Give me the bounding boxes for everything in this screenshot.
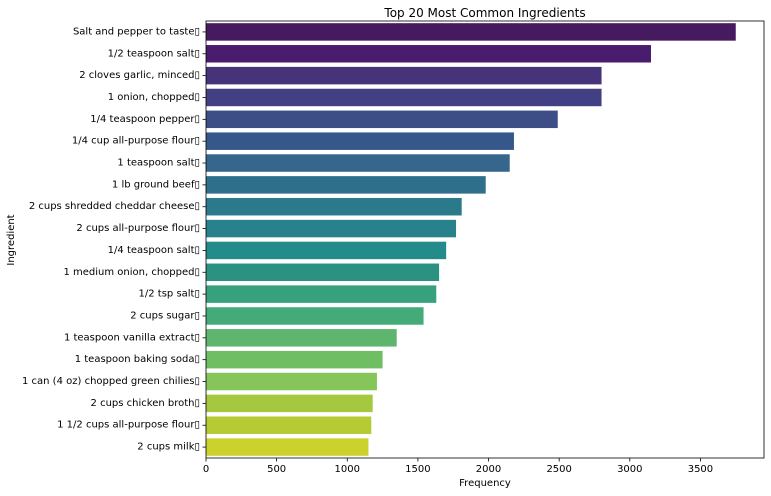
y-tick-label: 1 1/2 cups all-purpose flour▯ — [57, 420, 200, 431]
x-tick-label: 2500 — [546, 464, 571, 475]
bar — [206, 394, 373, 413]
y-tick-label: 1/2 teaspoon salt▯ — [108, 48, 200, 59]
x-tick-label: 3000 — [617, 464, 642, 475]
y-tick-label: 2 cups sugar▯ — [130, 310, 200, 321]
y-tick-label: 2 cups milk▯ — [137, 442, 200, 453]
bar — [206, 176, 486, 194]
y-tick-label: 1 can (4 oz) chopped green chilies▯ — [22, 376, 200, 387]
bar — [206, 416, 372, 434]
y-tick-label: 2 cups chicken broth▯ — [91, 398, 200, 409]
x-ticks: 0 500 1000 1500 2000 2500 3000 3500 — [203, 458, 713, 475]
x-axis-title: Frequency — [459, 478, 511, 489]
bar — [206, 219, 457, 238]
bar — [206, 350, 383, 369]
bar — [206, 241, 447, 260]
x-tick-label: 0 — [203, 464, 209, 475]
y-tick-label: 1 lb ground beef▯ — [112, 179, 200, 190]
y-tick-label: 2 cloves garlic, minced▯ — [79, 70, 200, 81]
y-tick-label: 1/4 teaspoon pepper▯ — [90, 114, 200, 125]
bar — [206, 438, 369, 456]
bar — [206, 66, 602, 85]
bar — [206, 110, 558, 129]
bar — [206, 197, 462, 216]
y-tick-label: 1 teaspoon vanilla extract▯ — [64, 332, 200, 343]
bar — [206, 132, 514, 150]
y-tick-label: 1/2 tsp salt▯ — [139, 289, 200, 300]
y-tick-label: 1/4 cup all-purpose flour▯ — [72, 136, 200, 147]
y-tick-label: 2 cups all-purpose flour▯ — [76, 223, 200, 234]
chart-title: Top 20 Most Common Ingredients — [383, 6, 585, 20]
x-tick-label: 500 — [267, 464, 286, 475]
bar — [206, 45, 651, 63]
y-tick-label: 1 teaspoon salt▯ — [117, 158, 200, 169]
y-tick-label: 1/4 teaspoon salt▯ — [108, 245, 200, 256]
bars-group — [206, 23, 736, 456]
x-tick-label: 1000 — [335, 464, 360, 475]
bar — [206, 154, 510, 172]
y-tick-label: 1 onion, chopped▯ — [108, 92, 200, 103]
y-tick-label: 1 teaspoon baking soda▯ — [75, 354, 200, 365]
y-tick-labels: Salt and pepper to taste▯ 1/2 teaspoon sa… — [22, 26, 206, 453]
bar — [206, 307, 424, 325]
x-tick-label: 2000 — [476, 464, 501, 475]
bar — [206, 329, 397, 347]
y-tick-label: 1 medium onion, chopped▯ — [63, 267, 200, 278]
bar — [206, 285, 437, 303]
x-tick-label: 3500 — [688, 464, 713, 475]
x-tick-label: 1500 — [405, 464, 430, 475]
bar — [206, 372, 377, 391]
plot-frame — [205, 20, 765, 459]
y-tick-label: 2 cups shredded cheddar cheese▯ — [29, 201, 200, 212]
bar — [206, 88, 602, 107]
bar — [206, 263, 440, 282]
y-axis-title: Ingredient — [6, 214, 17, 265]
y-tick-label: Salt and pepper to taste▯ — [73, 26, 200, 37]
bar — [206, 23, 736, 41]
